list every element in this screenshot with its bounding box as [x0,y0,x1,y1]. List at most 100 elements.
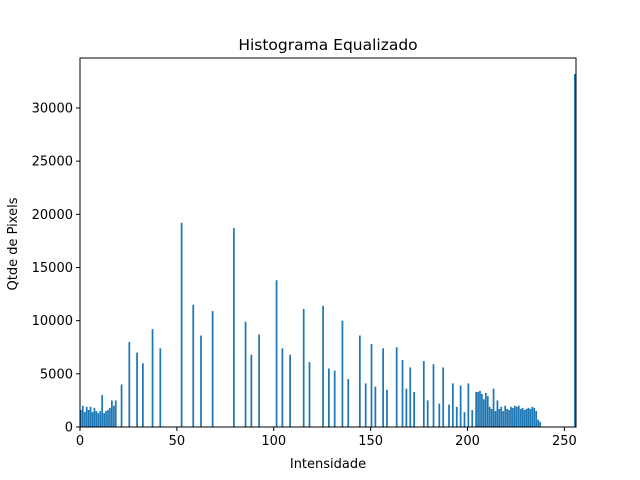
axes-group: 0 50 100 150 200 250 0 5000 10000 15000 20000 25000… [32,57,577,449]
histogram-bar [506,408,508,427]
histogram-bar [529,408,532,427]
histogram-bar [109,407,111,427]
histogram-bar [308,362,311,427]
histogram-bar [103,413,105,427]
histogram-bar [374,386,377,427]
histogram-bar [477,391,479,427]
histogram-bar [386,389,388,427]
y-tick-label: 10000 [32,314,73,329]
histogram-bar [370,344,373,427]
y-axis-title: Qtde de Pixels [6,197,21,290]
histogram-bar [500,406,503,427]
bars-group [80,73,576,427]
histogram-bar [452,383,454,427]
histogram-bar [382,348,384,427]
histogram-bar [93,407,96,427]
histogram-bar [539,421,541,427]
histogram-bar [281,348,284,427]
histogram-bar [486,396,489,427]
histogram-bar [244,321,247,427]
histogram-bar [347,379,350,427]
histogram-bar [512,407,514,427]
histogram-bar [463,412,466,427]
chart-title: Histograma Equalizado [238,36,417,54]
x-tick-label: 150 [358,434,383,449]
histogram-bar [484,392,487,427]
y-tick-label: 5000 [40,367,73,382]
histogram-bar [341,320,344,427]
histogram-bar [527,407,530,427]
y-tick-label: 15000 [32,261,73,276]
histogram-bar [302,308,305,427]
histogram-bar [322,305,324,427]
histogram-bar [180,222,183,427]
histogram-bar [519,408,522,427]
histogram-bar [192,304,195,427]
histogram-bar [525,408,528,427]
histogram-bar [401,360,404,427]
histogram-bar [107,409,109,427]
histogram-bar [85,406,88,427]
histogram-bar [467,383,470,427]
histogram-bar [142,363,144,427]
histogram-bar [533,407,536,427]
histogram-bar [537,419,539,427]
x-tick-label: 250 [552,434,577,449]
histogram-bar [333,370,336,427]
histogram-bar [455,406,458,427]
y-tick-label: 30000 [32,101,73,116]
histogram-bar [442,367,445,427]
histogram-bar [328,368,330,427]
histogram-bar [364,383,367,427]
histogram-bar [151,329,154,427]
histogram-bar [83,412,86,427]
histogram-bar [514,405,516,427]
histogram-bar [498,408,501,427]
histogram-bar [422,361,425,427]
histogram-bar [114,400,117,427]
x-tick-label: 100 [261,434,286,449]
histogram-bar [211,311,214,427]
histogram-bar [494,411,497,427]
histogram-bar [81,405,84,427]
histogram-bar [409,367,412,427]
y-tick-label: 20000 [32,208,73,223]
histogram-bar [112,405,115,427]
histogram-bar [504,405,507,427]
histogram-bar [535,411,538,427]
histogram-bar [508,409,510,427]
histogram-bar [490,408,493,427]
y-tick-label: 25000 [32,155,73,170]
histogram-bar [488,406,491,427]
histogram-bar [405,388,408,427]
histogram-bar [87,409,90,427]
histogram-bar [275,280,278,427]
histogram-bar [531,406,534,427]
histogram-bar [459,385,462,427]
histogram-bar [111,400,113,427]
histogram-bar [136,352,138,427]
histogram-bar [97,413,100,427]
histogram-bar [426,400,429,427]
x-axis-title: Intensidade [290,457,366,472]
histogram-bar [200,335,202,427]
histogram-bar [395,347,398,427]
histogram-bar [523,409,526,427]
histogram-bar [448,404,450,427]
histogram-bar [471,409,474,427]
histogram-bar [481,394,483,427]
histogram-bar [475,391,477,427]
x-tick-label: 0 [76,434,84,449]
histogram-bar [258,334,260,427]
histogram-bar [120,384,123,427]
histogram-bar [105,411,107,427]
histogram-bar [250,354,253,427]
histogram-bar [479,390,481,427]
plot-frame [79,57,577,428]
histogram-bar [502,411,505,427]
histogram-bar [492,388,495,427]
x-tick-label: 50 [169,434,186,449]
histogram-bar [510,406,512,427]
histogram-bar [359,335,361,427]
